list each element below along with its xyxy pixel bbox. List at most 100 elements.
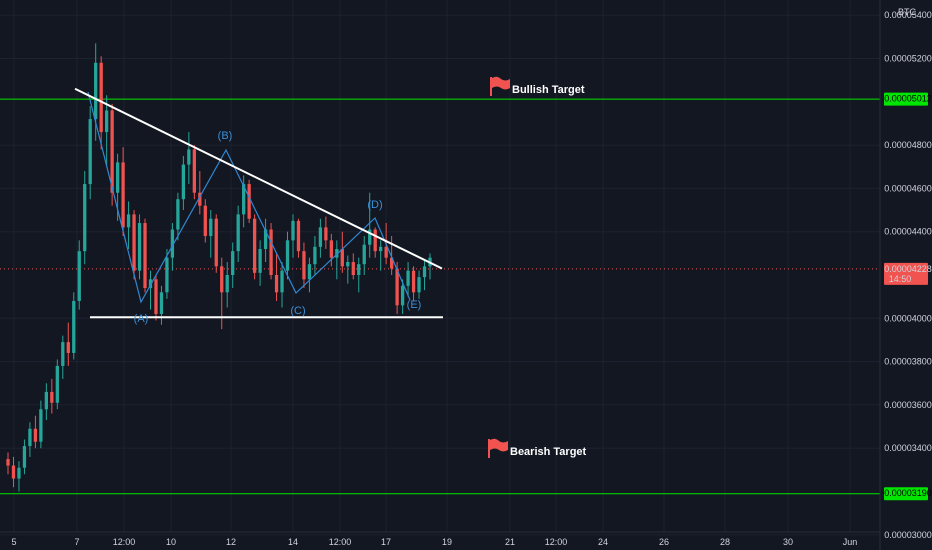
candle-body	[247, 184, 251, 219]
candle	[247, 179, 251, 224]
candle-body	[389, 257, 394, 269]
candle-body	[61, 342, 65, 366]
candle-body	[362, 244, 366, 265]
candle-body	[384, 246, 388, 258]
candle-body	[39, 409, 43, 442]
candle-body	[44, 391, 49, 410]
flag-cloth	[490, 438, 508, 452]
candle-body	[6, 459, 10, 466]
candle	[154, 275, 158, 321]
candle-body	[368, 229, 372, 245]
candle-body	[165, 257, 169, 293]
candle-body	[77, 251, 81, 301]
time-tick-label: 28	[720, 537, 730, 547]
candle-body	[313, 246, 317, 265]
time-tick-label: 10	[166, 537, 176, 547]
candle-body	[357, 264, 361, 275]
candle-body	[198, 192, 202, 206]
candle-body	[258, 249, 262, 273]
wave-label: (E)	[407, 299, 422, 311]
price-tick-label: 0.00005200	[884, 53, 932, 63]
candle-body	[296, 220, 301, 252]
candle-body	[148, 279, 153, 288]
candle-body	[395, 268, 399, 306]
candle-body	[411, 270, 416, 293]
target-lines	[0, 98, 880, 495]
candle	[77, 240, 81, 310]
candle-body	[28, 428, 32, 447]
target-price-tag: 0.00003190	[884, 487, 932, 501]
candle-body	[121, 162, 125, 228]
candle-body	[329, 240, 333, 258]
candle-body	[126, 214, 131, 228]
candle-body	[340, 249, 344, 267]
candle	[88, 106, 92, 200]
price-tick-label: 0.00004000	[884, 313, 932, 323]
candle-body	[373, 229, 377, 252]
candle	[159, 285, 164, 325]
time-axis[interactable]: 5 7 12:00 10 12 14 12:00 17 19 21 12:00 24 26 28 30 Jun	[0, 531, 880, 547]
time-tick-label: 24	[598, 537, 608, 547]
candle	[11, 456, 16, 488]
annotations: (A) (B) (C) (D) (E) Bullish Target Bearish Tar…	[134, 76, 587, 458]
candle	[187, 132, 191, 185]
candle-body	[214, 218, 218, 267]
candle	[280, 262, 284, 308]
candle	[225, 262, 229, 308]
candle	[411, 266, 416, 301]
wave-label: (A)	[134, 313, 149, 325]
candle	[252, 214, 257, 280]
candle-body	[83, 184, 87, 252]
candle-body	[176, 199, 180, 230]
candle-body	[209, 218, 213, 237]
candle	[198, 171, 202, 215]
candle-body	[318, 227, 323, 247]
candle	[307, 257, 312, 293]
price-tick-label: 0.00005400	[884, 10, 932, 20]
candle	[335, 240, 339, 280]
candle	[126, 201, 131, 250]
candle	[242, 175, 246, 228]
time-tick-label: 7	[74, 537, 79, 547]
target-label: Bullish Target	[512, 84, 585, 96]
currency-label: BTC	[898, 7, 917, 17]
time-tick-label: 12	[226, 537, 236, 547]
time-tick-label: 26	[659, 537, 669, 547]
time-tick-label: 5	[11, 537, 16, 547]
candle-body	[302, 251, 306, 280]
price-tag-label: 0.00005012	[884, 94, 932, 104]
candle	[362, 236, 366, 275]
wave-label: (C)	[290, 305, 305, 317]
candle-body	[154, 279, 158, 314]
candle	[231, 242, 235, 288]
price-tag-background	[884, 92, 928, 106]
candle-body	[11, 465, 16, 479]
time-tick-label: 14	[288, 537, 298, 547]
candle	[379, 240, 383, 271]
candle-body	[351, 262, 355, 275]
candle	[368, 192, 372, 258]
candles	[6, 43, 432, 492]
candle	[192, 145, 196, 200]
candle-body	[379, 246, 383, 252]
price-tag-label: 0.00004228	[884, 264, 932, 274]
candle-body	[132, 214, 136, 271]
candle	[340, 231, 344, 273]
target-price-tag: 0.00005012	[884, 92, 932, 106]
candle	[400, 279, 405, 314]
candle-body	[242, 184, 246, 215]
candle-body	[285, 240, 290, 271]
candle-body	[252, 218, 257, 273]
price-tag-label: 0.00003190	[884, 488, 932, 498]
candle-body	[307, 264, 312, 280]
time-tick-label: 12:00	[329, 537, 352, 547]
price-tick-label: 0.00003800	[884, 357, 932, 367]
candle	[137, 214, 142, 280]
candle-body	[137, 223, 142, 271]
flag-icon	[490, 76, 510, 96]
candle	[181, 155, 186, 211]
candle	[214, 214, 218, 273]
